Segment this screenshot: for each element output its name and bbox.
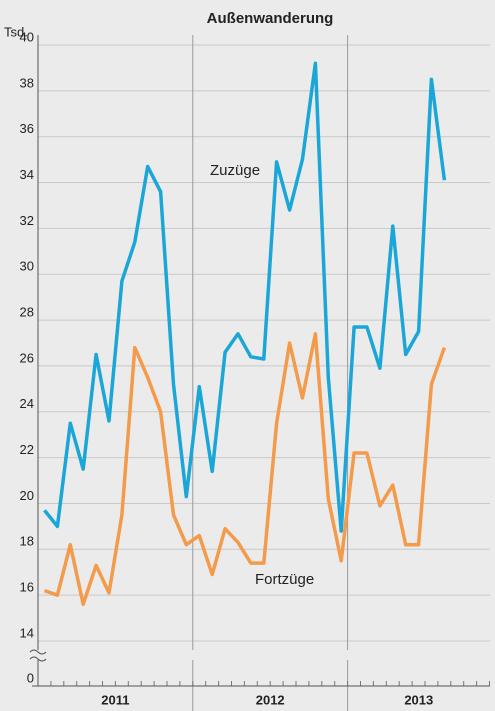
y-unit: Tsd. [4, 24, 28, 39]
year-label: 2013 [404, 692, 433, 707]
axis-break [29, 649, 47, 662]
y-tick-label: 28 [20, 305, 34, 320]
series-line [43, 332, 447, 607]
y-tick-label: 14 [20, 625, 34, 640]
year-label: 2011 [101, 692, 129, 707]
y-tick-label: 26 [20, 350, 34, 365]
y-tick-label: 18 [20, 534, 34, 549]
y-tick-label: 24 [20, 396, 34, 411]
y-tick-label: 16 [20, 580, 34, 595]
y-tick-label: 38 [20, 75, 34, 90]
year-label: 2012 [256, 692, 285, 707]
y-tick-label: 0 [27, 670, 34, 685]
series-line [43, 61, 447, 533]
chart-title: Außenwanderung [207, 10, 334, 27]
y-tick-label: 20 [20, 488, 34, 503]
y-tick-label: 34 [20, 167, 34, 182]
series-label: Fortzüge [255, 571, 314, 588]
series-label: Zuzüge [210, 162, 260, 179]
y-tick-label: 36 [20, 121, 34, 136]
y-tick-label: 22 [20, 442, 34, 457]
y-tick-label: 40 [20, 29, 34, 44]
y-tick-label: 30 [20, 259, 34, 274]
y-tick-label: 32 [20, 213, 34, 228]
